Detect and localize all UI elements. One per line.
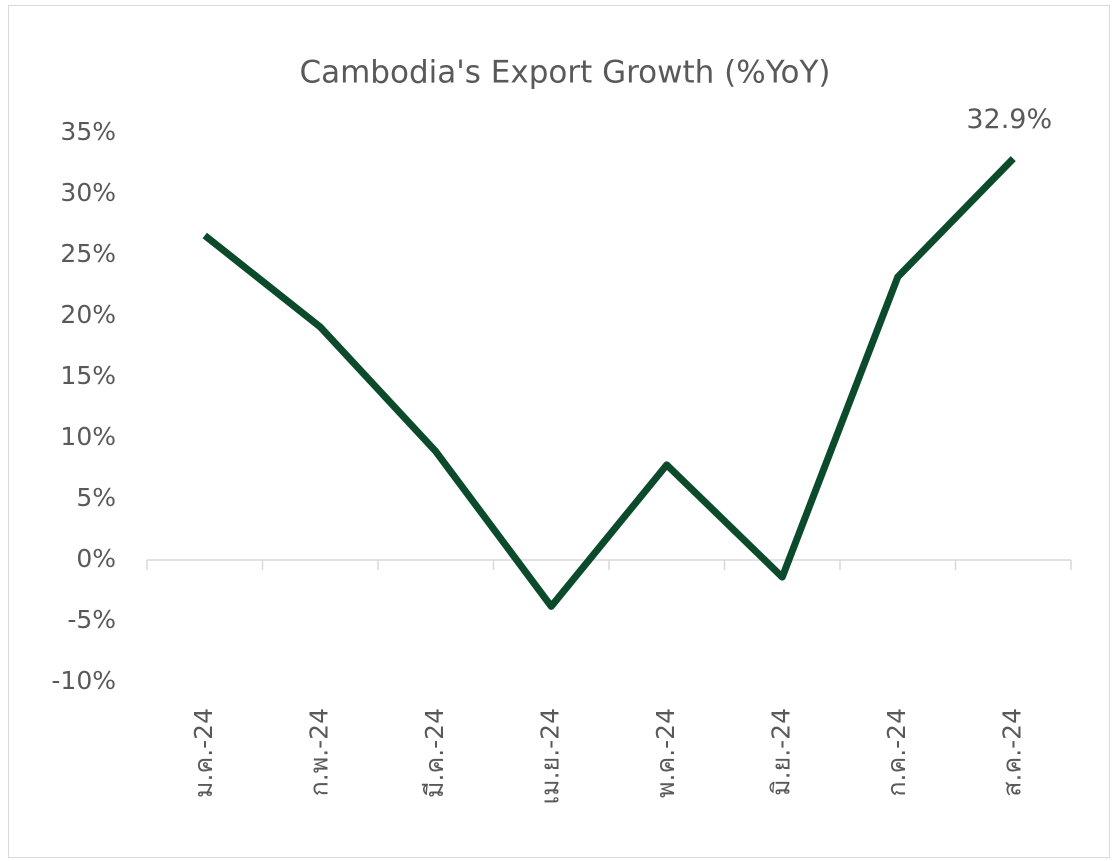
y-tick-label: 5% bbox=[76, 483, 116, 512]
y-tick-label: 20% bbox=[60, 300, 116, 329]
x-tick-label: ก.ค.-24 bbox=[882, 708, 911, 797]
x-tick-label: ส.ค.-24 bbox=[997, 708, 1026, 797]
y-tick-label: -10% bbox=[51, 666, 116, 695]
series-line bbox=[202, 156, 1016, 610]
x-tick-label: พ.ค.-24 bbox=[651, 708, 680, 798]
x-tick-label: ก.พ.-24 bbox=[304, 708, 333, 796]
y-tick-label: -5% bbox=[67, 605, 116, 634]
y-tick-label: 25% bbox=[60, 239, 116, 268]
x-tick-label: มี.ค.-24 bbox=[420, 708, 449, 798]
chart-title: Cambodia's Export Growth (%YoY) bbox=[299, 55, 830, 91]
y-tick-label: 35% bbox=[60, 117, 116, 146]
y-tick-label: 15% bbox=[60, 361, 116, 390]
y-tick-label: 0% bbox=[76, 544, 116, 573]
data-label: 32.9% bbox=[966, 104, 1052, 135]
x-tick-label: เม.ย.-24 bbox=[535, 708, 564, 804]
x-tick-label: มิ.ย.-24 bbox=[766, 708, 795, 796]
y-tick-label: 30% bbox=[60, 178, 116, 207]
y-tick-label: 10% bbox=[60, 422, 116, 451]
x-tick-label: ม.ค.-24 bbox=[189, 708, 218, 798]
chart-frame bbox=[8, 5, 1110, 858]
